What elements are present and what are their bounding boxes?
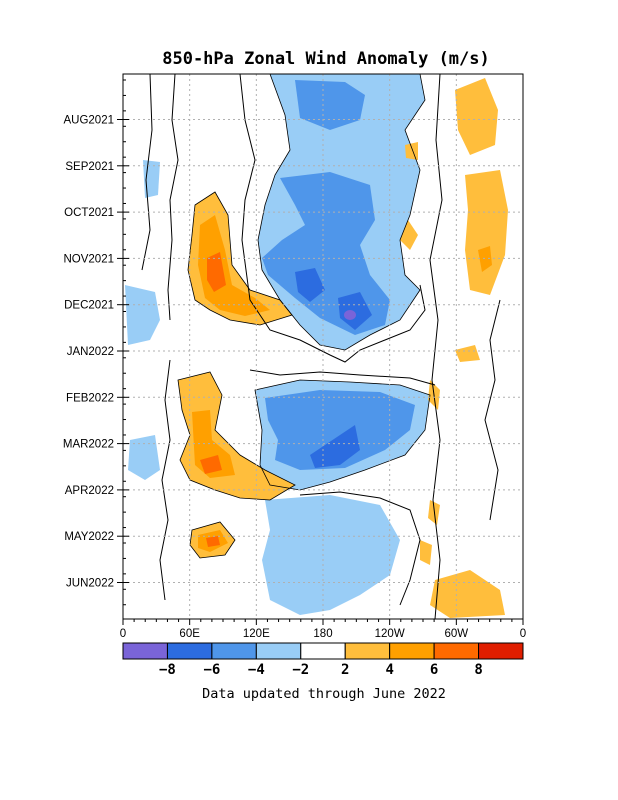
plot-area (123, 74, 523, 619)
zero-contour-4 (249, 369, 436, 386)
zero-contour-2 (167, 74, 179, 321)
colorbar-swatch (166, 642, 213, 660)
x-tick-label: 120E (243, 628, 270, 640)
neg-region-upper-mid (295, 80, 365, 130)
y-tick-label: FEB2022 (66, 392, 114, 404)
neg-region-upper-core2 (338, 292, 372, 330)
colorbar (122, 642, 524, 660)
colorbar-label: −2 (292, 662, 309, 678)
pos-region-winter-core (200, 455, 222, 474)
pos-region-small-3 (455, 345, 480, 362)
chart-title: 850-hPa Zonal Wind Anomaly (m/s) (162, 49, 490, 69)
y-tick-label: DEC2021 (64, 300, 114, 312)
neg-region-west-strip2 (128, 435, 160, 480)
zero-contour-6 (159, 359, 171, 601)
y-axis: AUG2021 SEP2021 OCT2021 NOV2021 DEC2021 JAN20… (63, 79, 129, 606)
pos-region-small-1 (400, 220, 418, 250)
y-tick-label: MAY2022 (64, 531, 114, 543)
neg-region-lower-core (310, 425, 360, 468)
x-axis: 0 60E 120E 180 120W 60W 0 (120, 619, 526, 640)
y-tick-label: SEP2021 (65, 161, 114, 173)
x-tick-label: 0 (120, 628, 126, 640)
colorbar-swatch (344, 642, 391, 660)
colorbar-label: 6 (430, 662, 438, 678)
zero-contour-7 (429, 74, 443, 619)
pos-region-small-6 (420, 540, 432, 565)
colorbar-swatch (255, 642, 302, 660)
colorbar-label: −8 (159, 662, 176, 678)
zero-contour-8 (484, 299, 501, 521)
pos-region-small-5 (405, 142, 418, 160)
y-tick-label: JUN2022 (66, 578, 114, 590)
data-updated-note: Data updated through June 2022 (202, 686, 446, 702)
colorbar-swatch (211, 642, 257, 660)
neg-region-lower-mid (265, 390, 415, 470)
x-tick-label: 0 (520, 628, 526, 640)
colorbar-label: 4 (385, 662, 393, 678)
pos-region-autumn-core (207, 252, 226, 292)
pos-region-may-core (206, 536, 220, 547)
pos-region-east-mid-core (478, 246, 492, 272)
x-tick-label: 60E (179, 628, 200, 640)
outline-neg-lower (254, 379, 431, 491)
zero-contour-1 (239, 74, 426, 363)
outline-neg-upper (257, 74, 426, 351)
zero-contour-3 (141, 74, 153, 271)
colorbar-swatch (389, 642, 435, 660)
neg-region-extreme (344, 310, 356, 320)
negative-anomaly-shading (125, 74, 430, 615)
colorbar-swatch (122, 642, 168, 660)
neg-region-west-strip (125, 285, 160, 345)
colorbar-label: 2 (341, 662, 349, 678)
pos-region-east-mid (465, 170, 508, 295)
colorbar-label: −4 (248, 662, 265, 678)
grid (123, 74, 523, 619)
x-tick-label: 120W (375, 628, 405, 640)
colorbar-swatch (300, 642, 346, 660)
x-tick-label: 180 (313, 628, 332, 640)
y-tick-label: APR2022 (65, 485, 114, 497)
y-tick-label: JAN2022 (67, 346, 114, 358)
colorbar-label: 8 (474, 662, 482, 678)
colorbar-labels: −8 −6 −4 −2 2 4 6 8 (159, 662, 483, 678)
colorbar-swatch (433, 642, 480, 660)
neg-region-west-strip3 (143, 160, 160, 198)
zero-contour-5 (299, 491, 421, 606)
y-tick-label: OCT2021 (64, 207, 114, 219)
x-tick-label: 60W (445, 628, 469, 640)
colorbar-swatch (478, 642, 524, 660)
colorbar-label: −6 (203, 662, 220, 678)
neg-region-upper-core (295, 268, 325, 302)
zero-contours (141, 74, 501, 619)
outline-winter (177, 371, 296, 501)
y-tick-label: MAR2022 (63, 439, 114, 451)
pos-region-east-upper (455, 78, 498, 155)
neg-region-bottom (262, 495, 400, 615)
y-tick-label: NOV2021 (63, 253, 114, 265)
y-tick-label: AUG2021 (63, 115, 114, 127)
